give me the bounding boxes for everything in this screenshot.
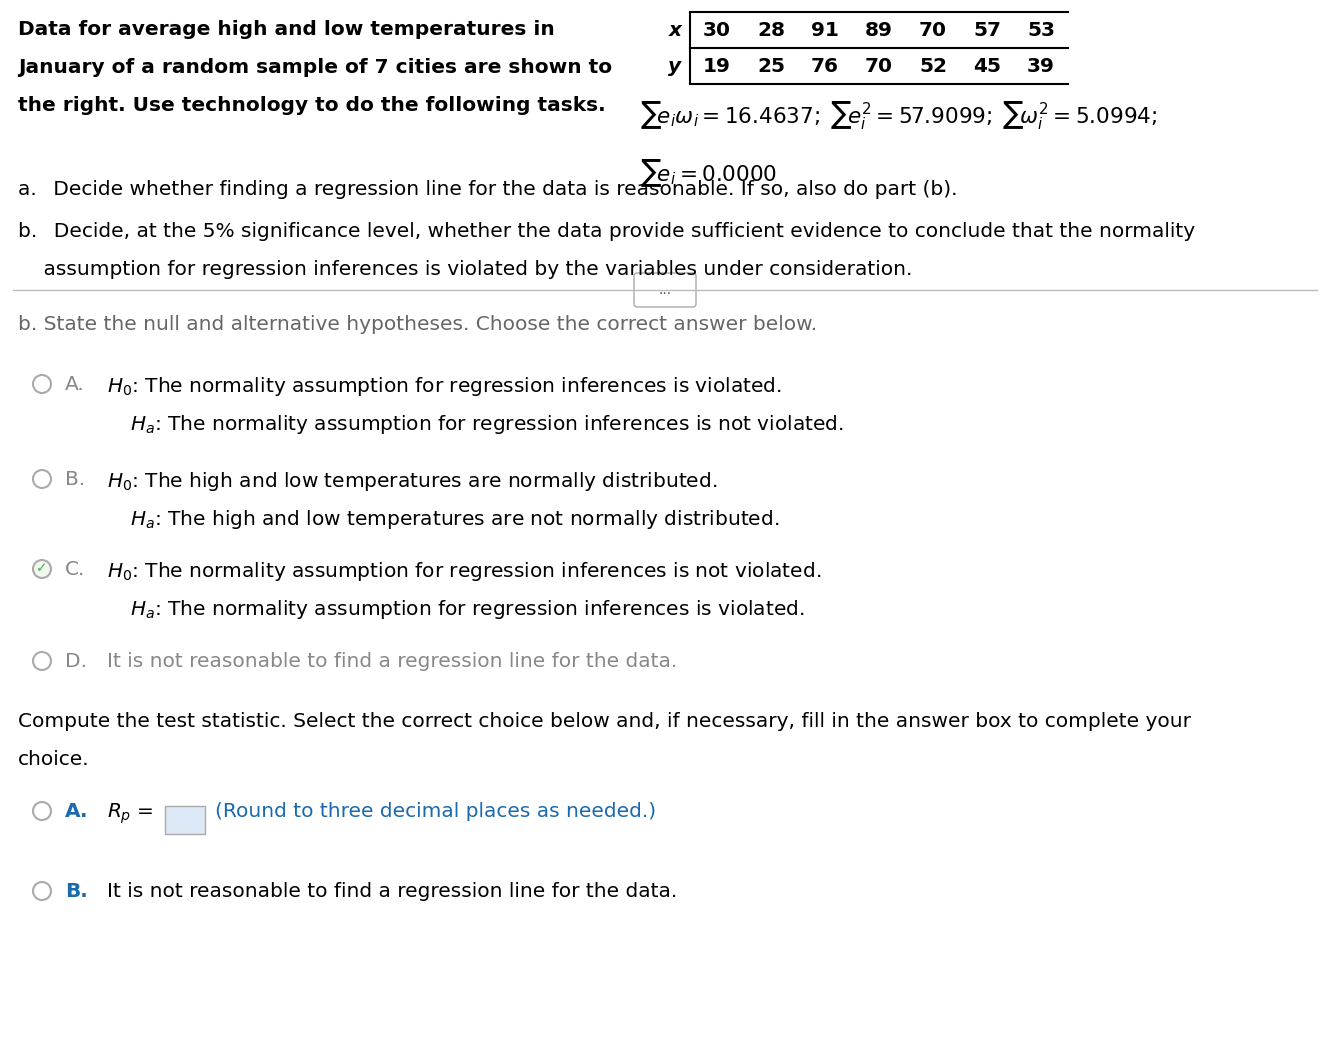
Text: $H_0$: The high and low temperatures are normally distributed.: $H_0$: The high and low temperatures are… <box>106 470 717 494</box>
Text: $H_a$: The normality assumption for regression inferences is violated.: $H_a$: The normality assumption for regr… <box>130 598 805 621</box>
Text: Data for average high and low temperatures in: Data for average high and low temperatur… <box>19 20 555 39</box>
Text: 52: 52 <box>919 57 947 76</box>
Text: 39: 39 <box>1027 57 1055 76</box>
Text: 57: 57 <box>974 21 1001 40</box>
Text: 30: 30 <box>704 21 732 40</box>
Text: b. State the null and alternative hypotheses. Choose the correct answer below.: b. State the null and alternative hypoth… <box>19 315 817 334</box>
Text: x: x <box>669 21 681 40</box>
Text: January of a random sample of 7 cities are shown to: January of a random sample of 7 cities a… <box>19 58 612 77</box>
Text: 45: 45 <box>974 57 1001 76</box>
Text: $H_0$: The normality assumption for regression inferences is violated.: $H_0$: The normality assumption for regr… <box>106 375 782 398</box>
Text: $\sum\!e_i\omega_i = 16.4637;\;\sum\!e_i^2 = 57.9099;\;\sum\!\omega_i^2 = 5.0994: $\sum\!e_i\omega_i = 16.4637;\;\sum\!e_i… <box>640 99 1157 131</box>
Text: assumption for regression inferences is violated by the variables under consider: assumption for regression inferences is … <box>19 260 912 279</box>
Text: 28: 28 <box>757 21 785 40</box>
Text: $H_a$: The normality assumption for regression inferences is not violated.: $H_a$: The normality assumption for regr… <box>130 413 845 436</box>
Text: 70: 70 <box>864 57 892 76</box>
Text: A.: A. <box>65 802 89 821</box>
Text: $H_a$: The high and low temperatures are not normally distributed.: $H_a$: The high and low temperatures are… <box>130 508 779 531</box>
Text: Compute the test statistic. Select the correct choice below and, if necessary, f: Compute the test statistic. Select the c… <box>19 712 1190 731</box>
Text: y: y <box>669 57 681 76</box>
Text: $H_0$: The normality assumption for regression inferences is not violated.: $H_0$: The normality assumption for regr… <box>106 560 822 583</box>
Text: (Round to three decimal places as needed.): (Round to three decimal places as needed… <box>215 802 656 821</box>
Text: 91: 91 <box>811 21 839 40</box>
Text: 70: 70 <box>919 21 947 40</box>
Text: ✓: ✓ <box>36 561 48 575</box>
Text: B.: B. <box>65 882 88 901</box>
Text: C.: C. <box>65 560 85 579</box>
Text: $\sum\!e_i = 0.0000$: $\sum\!e_i = 0.0000$ <box>640 158 777 189</box>
Text: 25: 25 <box>757 57 785 76</box>
Text: b.  Decide, at the 5% significance level, whether the data provide sufficient ev: b. Decide, at the 5% significance level,… <box>19 222 1196 242</box>
Text: 76: 76 <box>811 57 839 76</box>
Text: choice.: choice. <box>19 750 89 769</box>
Text: a.  Decide whether finding a regression line for the data is reasonable. If so, : a. Decide whether finding a regression l… <box>19 180 958 200</box>
Circle shape <box>33 560 51 578</box>
Text: 19: 19 <box>704 57 732 76</box>
Text: It is not reasonable to find a regression line for the data.: It is not reasonable to find a regressio… <box>106 652 677 671</box>
Text: ...: ... <box>658 284 672 297</box>
Text: 53: 53 <box>1027 21 1055 40</box>
FancyBboxPatch shape <box>165 806 205 834</box>
Text: It is not reasonable to find a regression line for the data.: It is not reasonable to find a regressio… <box>106 882 677 901</box>
Text: 89: 89 <box>864 21 892 40</box>
Text: A.: A. <box>65 375 85 394</box>
Text: D.: D. <box>65 652 86 671</box>
Text: the right. Use technology to do the following tasks.: the right. Use technology to do the foll… <box>19 96 605 116</box>
Text: B.: B. <box>65 470 85 489</box>
Text: $R_p$ =: $R_p$ = <box>106 802 154 826</box>
FancyBboxPatch shape <box>634 273 696 307</box>
